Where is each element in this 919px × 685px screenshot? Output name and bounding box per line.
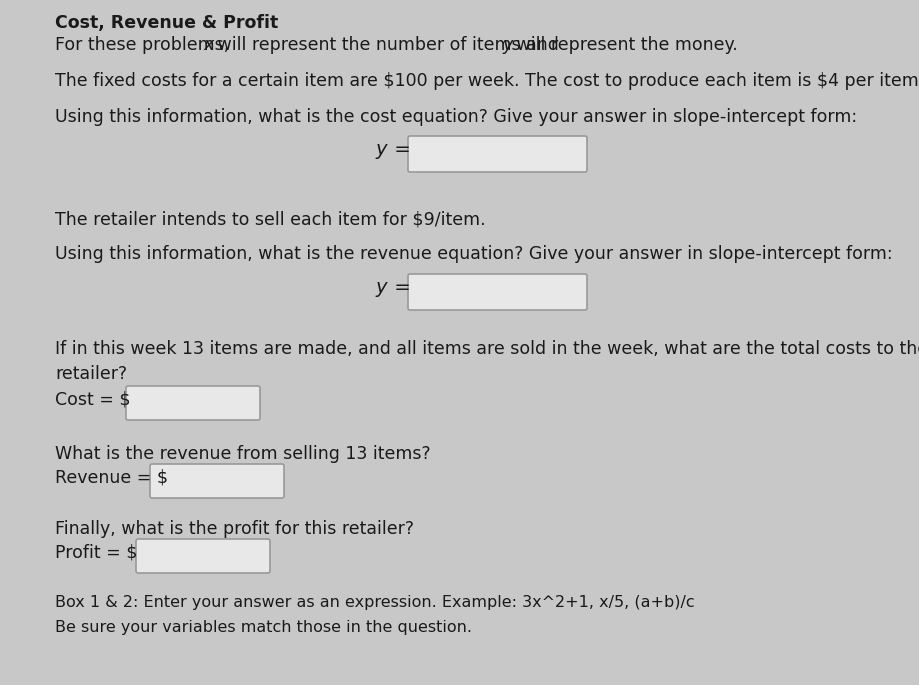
Text: y: y xyxy=(502,36,512,54)
Text: Cost = \$: Cost = \$ xyxy=(55,390,130,408)
FancyBboxPatch shape xyxy=(136,539,270,573)
Text: Box 1 & 2: Enter your answer as an expression. Example: 3x^2+1, x/5, (a+b)/c: Box 1 & 2: Enter your answer as an expre… xyxy=(55,595,695,610)
Text: will represent the number of items and: will represent the number of items and xyxy=(212,36,564,54)
Text: x: x xyxy=(203,36,213,54)
Text: =: = xyxy=(388,140,411,159)
Text: Revenue = \$: Revenue = \$ xyxy=(55,468,168,486)
Text: If in this week 13 items are made, and all items are sold in the week, what are : If in this week 13 items are made, and a… xyxy=(55,340,919,358)
Text: retailer?: retailer? xyxy=(55,365,127,383)
Text: The fixed costs for a certain item are \$100 per week. The cost to produce each : The fixed costs for a certain item are \… xyxy=(55,72,919,90)
FancyBboxPatch shape xyxy=(150,464,284,498)
Text: =: = xyxy=(388,278,411,297)
FancyBboxPatch shape xyxy=(126,386,260,420)
Text: For these problems,: For these problems, xyxy=(55,36,234,54)
Text: y: y xyxy=(375,140,387,159)
Text: Profit = \$: Profit = \$ xyxy=(55,543,138,561)
Text: y: y xyxy=(375,278,387,297)
Text: Using this information, what is the cost equation? Give your answer in slope-int: Using this information, what is the cost… xyxy=(55,108,857,126)
FancyBboxPatch shape xyxy=(408,136,587,172)
Text: Using this information, what is the revenue equation? Give your answer in slope-: Using this information, what is the reve… xyxy=(55,245,892,263)
Text: What is the revenue from selling 13 items?: What is the revenue from selling 13 item… xyxy=(55,445,431,463)
Text: Finally, what is the profit for this retailer?: Finally, what is the profit for this ret… xyxy=(55,520,414,538)
Text: Cost, Revenue & Profit: Cost, Revenue & Profit xyxy=(55,14,278,32)
Text: Be sure your variables match those in the question.: Be sure your variables match those in th… xyxy=(55,620,472,635)
Text: will represent the money.: will represent the money. xyxy=(511,36,738,54)
Text: The retailer intends to sell each item for \$9/item.: The retailer intends to sell each item f… xyxy=(55,210,485,228)
FancyBboxPatch shape xyxy=(408,274,587,310)
